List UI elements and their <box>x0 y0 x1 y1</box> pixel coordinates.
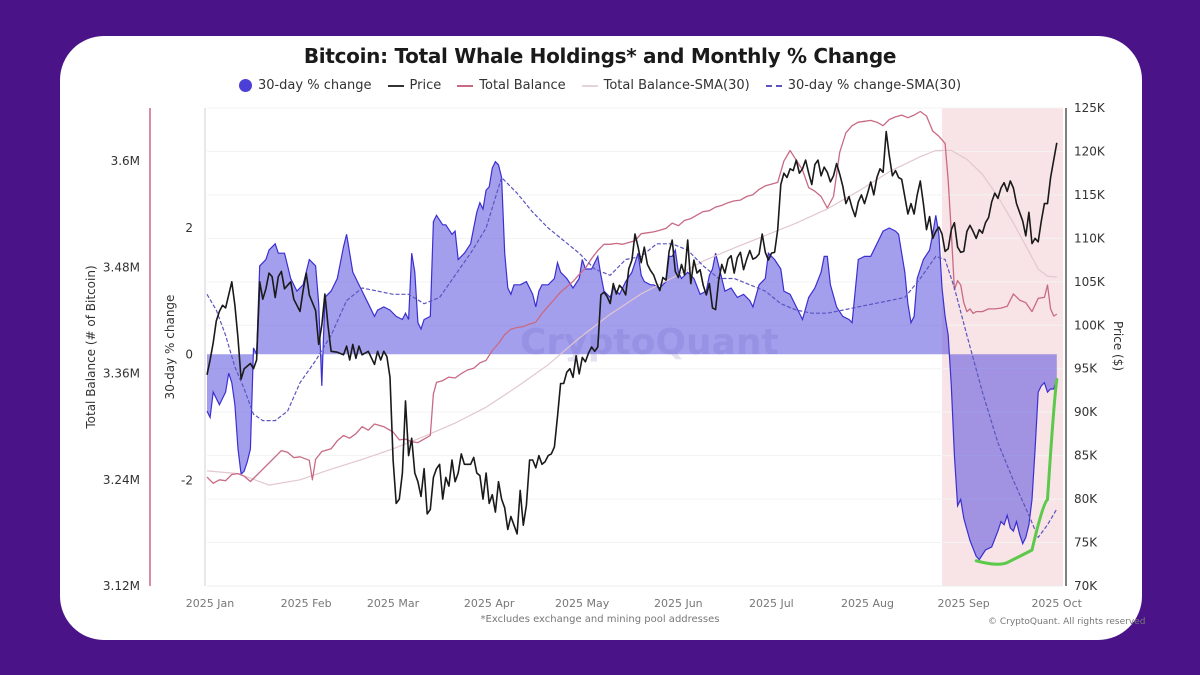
line-swatch-icon <box>581 84 598 87</box>
total-balance-line <box>206 110 1058 484</box>
price-tick-label: 90K <box>1074 405 1098 419</box>
pct-change-outline <box>206 160 1058 561</box>
price-tick-label: 100K <box>1074 318 1106 332</box>
price-tick-label: 70K <box>1074 579 1098 593</box>
x-tick-label: 2025 Jan <box>186 597 234 610</box>
x-tick-label: 2025 Apr <box>464 597 515 610</box>
balance-tick-label: 3.12M <box>103 579 140 593</box>
price-tick-label: 85K <box>1074 449 1098 463</box>
copyright: © CryptoQuant. All rights reserved <box>988 617 1146 627</box>
pct-axis-title: 30-day % change <box>163 295 177 400</box>
balance-tick-label: 3.24M <box>103 473 140 487</box>
legend-item-price[interactable]: Price <box>387 78 442 93</box>
pct-tick-label: -2 <box>181 474 193 488</box>
x-tick-label: 2025 Jul <box>749 597 794 610</box>
balance-tick-label: 3.48M <box>103 260 140 274</box>
price-tick-label: 125K <box>1074 101 1106 115</box>
legend-label: Total Balance-SMA(30) <box>603 78 750 93</box>
legend-label: Price <box>409 78 442 93</box>
line-swatch-icon <box>387 84 404 87</box>
legend-item-balance-sma[interactable]: Total Balance-SMA(30) <box>581 78 750 93</box>
x-tick-label: 2025 Sep <box>938 597 990 610</box>
x-tick-label: 2025 Aug <box>841 597 894 610</box>
price-tick-label: 80K <box>1074 492 1098 506</box>
footnote: *Excludes exchange and mining pool addre… <box>480 614 720 625</box>
price-tick-label: 120K <box>1074 144 1106 158</box>
line-swatch-icon <box>457 84 474 87</box>
pct-tick-label: 2 <box>185 221 193 235</box>
legend: 30-day % change Price Total Balance Tota… <box>0 78 1200 93</box>
price-tick-label: 105K <box>1074 275 1106 289</box>
dashed-swatch-icon <box>765 84 782 87</box>
x-tick-label: 2025 Feb <box>281 597 332 610</box>
pct-sma-dashed-line <box>206 176 1058 539</box>
price-tick-label: 75K <box>1074 536 1098 550</box>
balance-axis-title: Total Balance (# of Bitcoin) <box>84 265 98 429</box>
filled-dot-icon <box>238 79 252 92</box>
legend-label: 30-day % change-SMA(30) <box>787 78 962 93</box>
price-tick-label: 110K <box>1074 231 1106 245</box>
price-tick-label: 115K <box>1074 188 1106 202</box>
green-recovery-curve <box>974 378 1059 566</box>
balance-tick-label: 3.36M <box>103 367 140 381</box>
legend-item-total-balance[interactable]: Total Balance <box>457 78 566 93</box>
x-tick-label: 2025 May <box>555 597 610 610</box>
pct-tick-label: 0 <box>185 347 193 361</box>
price-axis-title: Price ($) <box>1111 321 1125 371</box>
price-tick-label: 95K <box>1074 362 1098 376</box>
x-tick-label: 2025 Oct <box>1031 597 1082 610</box>
legend-item-pct-sma[interactable]: 30-day % change-SMA(30) <box>765 78 962 93</box>
legend-label: 30-day % change <box>257 78 372 93</box>
legend-label: Total Balance <box>479 78 566 93</box>
balance-sma-line <box>206 149 1057 486</box>
chart-title: Bitcoin: Total Whale Holdings* and Month… <box>303 44 897 68</box>
balance-tick-label: 3.6M <box>111 154 140 168</box>
pct-change-area <box>207 161 1057 560</box>
legend-item-pct-change[interactable]: 30-day % change <box>238 78 372 93</box>
x-tick-label: 2025 Jun <box>654 597 703 610</box>
price-line <box>206 130 1058 535</box>
x-tick-label: 2025 Mar <box>367 597 420 610</box>
